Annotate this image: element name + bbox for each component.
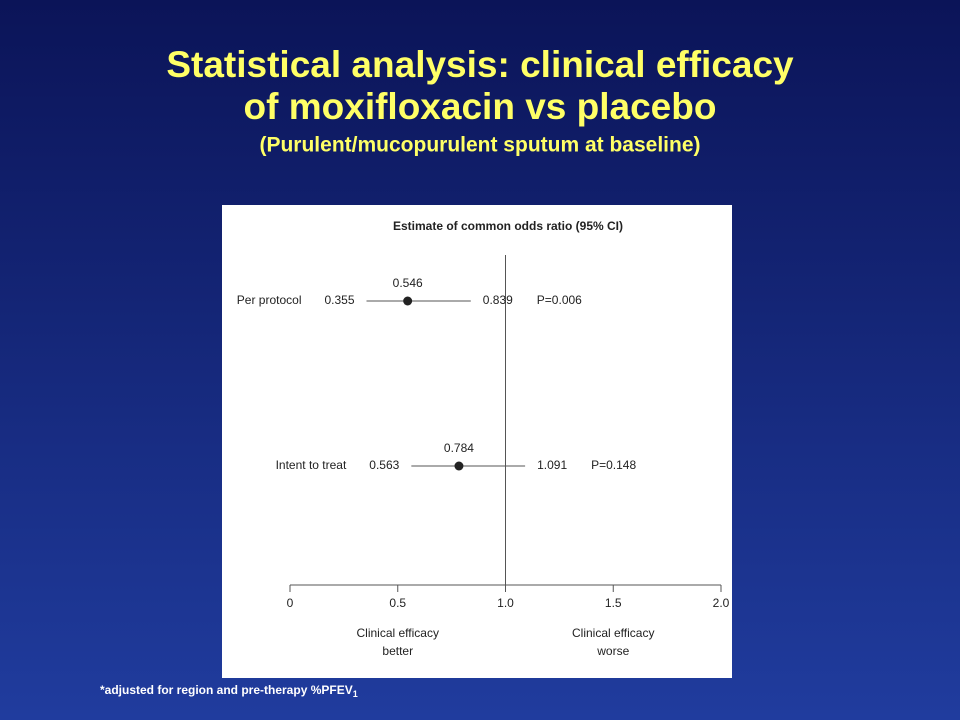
slide-title: of moxifloxacin vs placebo: [244, 86, 717, 127]
estimate-label: 0.546: [393, 276, 423, 290]
lower-label: 0.355: [324, 293, 354, 307]
row-label: Per protocol: [237, 293, 302, 307]
row-label: Intent to treat: [276, 458, 347, 472]
lower-label: 0.563: [369, 458, 399, 472]
footnote: *adjusted for region and pre-therapy %PF…: [100, 683, 358, 699]
p-value-label: P=0.006: [537, 293, 582, 307]
x-tick-label: 2.0: [713, 596, 730, 610]
footnote-subscript: 1: [353, 689, 358, 699]
p-value-label: P=0.148: [591, 458, 636, 472]
estimate-label: 0.784: [444, 441, 474, 455]
slide-title: Statistical analysis: clinical efficacy: [166, 44, 794, 85]
x-tick-label: 1.5: [605, 596, 622, 610]
axis-annotation: Clinical efficacy: [357, 626, 439, 640]
estimate-point: [454, 461, 464, 471]
slide-subtitle: (Purulent/mucopurulent sputum at baselin…: [259, 134, 700, 157]
upper-label: 1.091: [537, 458, 567, 472]
x-tick-label: 1.0: [497, 596, 514, 610]
axis-annotation: worse: [596, 644, 629, 658]
estimate-point: [403, 296, 413, 306]
footnote-text: *adjusted for region and pre-therapy %PF…: [100, 683, 353, 697]
chart-panel: [222, 205, 732, 678]
upper-label: 0.839: [483, 293, 513, 307]
axis-annotation: better: [382, 644, 413, 658]
x-tick-label: 0: [287, 596, 294, 610]
x-tick-label: 0.5: [389, 596, 406, 610]
axis-annotation: Clinical efficacy: [572, 626, 654, 640]
chart-title: Estimate of common odds ratio (95% CI): [393, 219, 623, 233]
